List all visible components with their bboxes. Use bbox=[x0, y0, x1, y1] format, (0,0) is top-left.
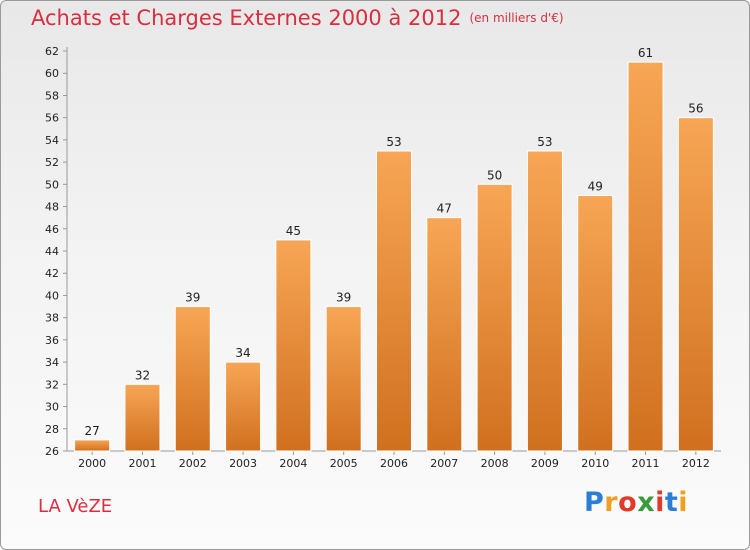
y-tick-label: 34 bbox=[45, 356, 59, 369]
title-unit: (en milliers d'€) bbox=[469, 11, 564, 25]
bar-value-label: 47 bbox=[437, 202, 452, 216]
place-name: LA VèZE bbox=[38, 496, 113, 517]
y-tick-label: 40 bbox=[45, 289, 59, 302]
bar-value-label: 39 bbox=[336, 291, 351, 305]
logo-letter: i bbox=[655, 487, 665, 518]
y-tick-label: 62 bbox=[45, 45, 59, 58]
bar bbox=[526, 150, 563, 452]
bar-value-label: 32 bbox=[135, 368, 150, 382]
y-tick-label: 28 bbox=[45, 423, 59, 436]
y-tick-label: 48 bbox=[45, 201, 59, 214]
y-tick-label: 42 bbox=[45, 267, 59, 280]
y-tick-label: 50 bbox=[45, 178, 59, 191]
bar-value-label: 50 bbox=[487, 168, 502, 182]
bar-value-label: 53 bbox=[537, 135, 552, 149]
x-tick-label: 2009 bbox=[531, 457, 559, 470]
bar-value-label: 53 bbox=[386, 135, 401, 149]
x-tick-label: 2011 bbox=[632, 457, 660, 470]
y-tick-label: 54 bbox=[45, 134, 59, 147]
x-tick-label: 2010 bbox=[581, 457, 609, 470]
bar bbox=[627, 61, 664, 452]
bar-value-label: 34 bbox=[235, 346, 250, 360]
x-tick-label: 2005 bbox=[330, 457, 358, 470]
bar bbox=[325, 306, 362, 452]
x-tick-label: 2003 bbox=[229, 457, 257, 470]
x-tick-label: 2007 bbox=[430, 457, 458, 470]
y-tick-label: 36 bbox=[45, 334, 59, 347]
y-tick-label: 60 bbox=[45, 67, 59, 80]
y-tick-label: 44 bbox=[45, 245, 59, 258]
bar bbox=[577, 194, 614, 452]
bar bbox=[275, 239, 312, 452]
y-tick-label: 58 bbox=[45, 89, 59, 102]
bar bbox=[174, 306, 211, 452]
logo-letter: P bbox=[584, 487, 605, 518]
y-tick-label: 46 bbox=[45, 223, 59, 236]
bar bbox=[677, 117, 714, 452]
bar-value-label: 39 bbox=[185, 291, 200, 305]
bar-value-label: 45 bbox=[286, 224, 301, 238]
y-tick-label: 30 bbox=[45, 401, 59, 414]
bar bbox=[476, 183, 513, 452]
y-tick-label: 26 bbox=[45, 445, 59, 458]
logo-letter: r bbox=[604, 487, 619, 518]
bar-value-label: 27 bbox=[85, 424, 100, 438]
chart-title: Achats et Charges Externes 2000 à 2012 (e… bbox=[31, 6, 564, 30]
x-tick-label: 2002 bbox=[179, 457, 207, 470]
x-tick-label: 2000 bbox=[78, 457, 106, 470]
x-tick-label: 2008 bbox=[481, 457, 509, 470]
x-tick-label: 2012 bbox=[682, 457, 710, 470]
y-tick-label: 38 bbox=[45, 312, 59, 325]
bar bbox=[426, 217, 463, 452]
y-tick-label: 52 bbox=[45, 156, 59, 169]
bar bbox=[124, 383, 161, 452]
x-tick-label: 2006 bbox=[380, 457, 408, 470]
y-tick-label: 56 bbox=[45, 112, 59, 125]
bar bbox=[225, 361, 262, 452]
logo-letter: t bbox=[664, 487, 679, 518]
bar bbox=[376, 150, 412, 452]
bar-value-label: 56 bbox=[688, 102, 703, 116]
bar bbox=[74, 439, 111, 452]
x-tick-label: 2004 bbox=[279, 457, 307, 470]
logo-letter: o bbox=[618, 487, 638, 518]
proxiti-logo: Proxiti bbox=[584, 487, 688, 518]
bar-value-label: 61 bbox=[638, 46, 653, 60]
bar-value-label: 49 bbox=[588, 179, 603, 193]
title-text: Achats et Charges Externes 2000 à 2012 bbox=[31, 6, 462, 30]
y-tick-label: 32 bbox=[45, 378, 59, 391]
logo-letter: i bbox=[678, 487, 689, 518]
logo-letter: x bbox=[637, 487, 656, 518]
x-tick-label: 2001 bbox=[128, 457, 156, 470]
